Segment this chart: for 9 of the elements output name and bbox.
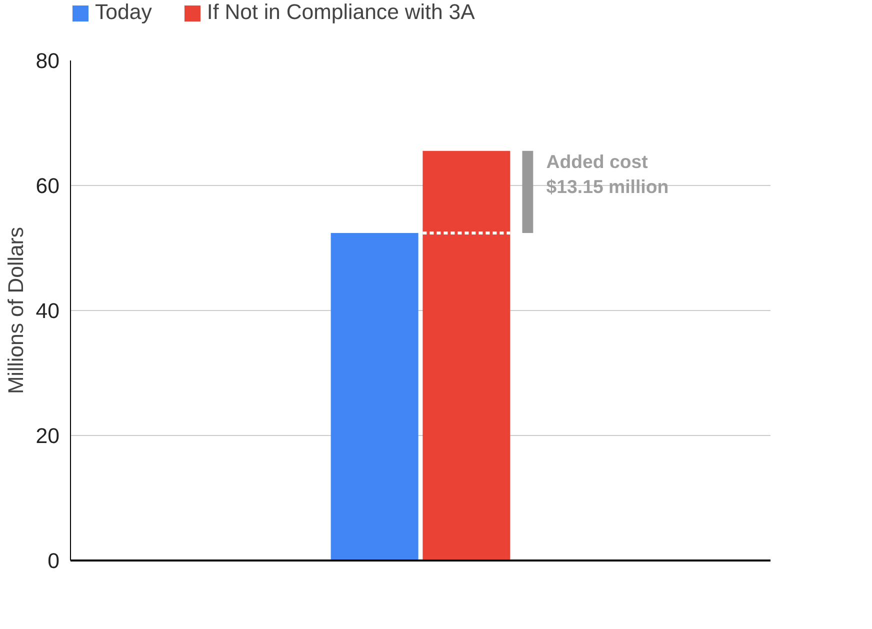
y-tick-label: 20 (36, 424, 60, 448)
legend-label: If Not in Compliance with 3A (206, 0, 475, 25)
y-tick-label: 80 (36, 49, 60, 73)
annotation: Added cost $13.15 million (546, 150, 669, 198)
y-axis-title: Millions of Dollars (4, 226, 28, 394)
legend-label: Today (95, 0, 152, 25)
y-tick-label: 0 (48, 549, 60, 573)
y-tick-label: 40 (36, 299, 60, 323)
y-tick-label: 60 (36, 174, 60, 198)
